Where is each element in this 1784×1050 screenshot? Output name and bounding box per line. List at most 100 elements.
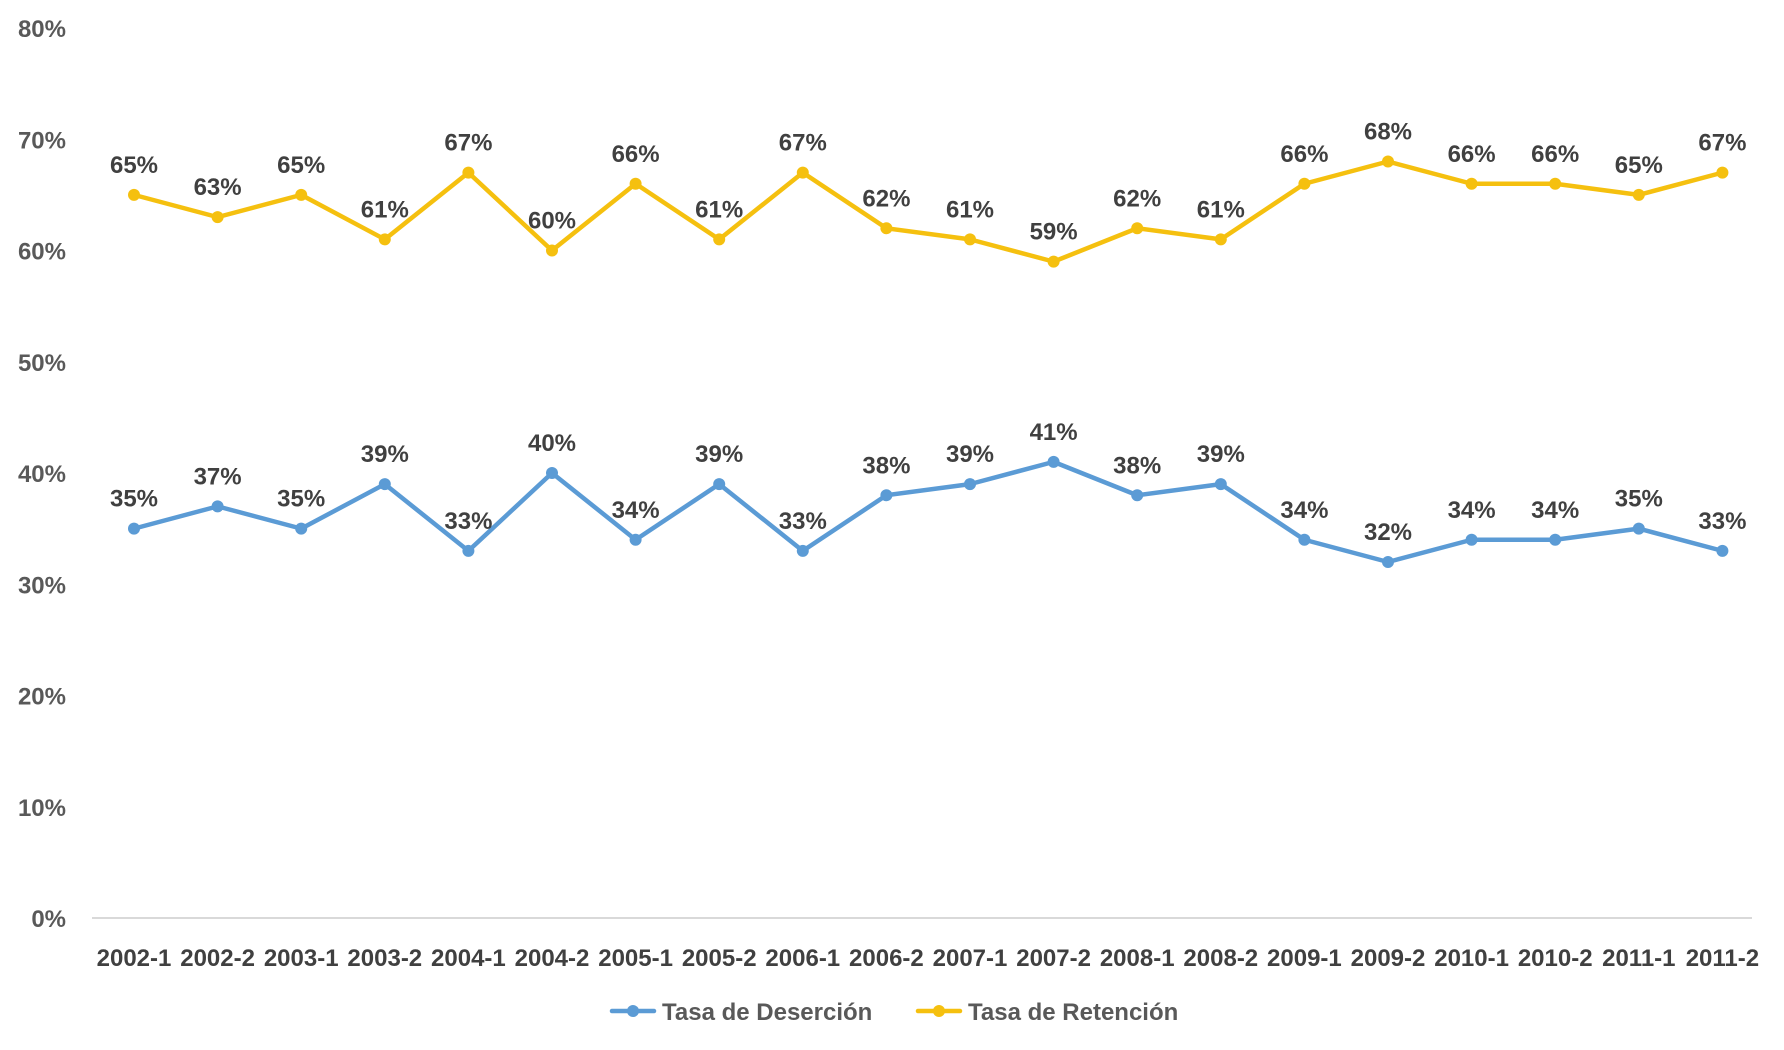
data-label: 66% — [1448, 141, 1496, 168]
data-point — [1214, 478, 1227, 491]
data-label: 38% — [1113, 452, 1161, 479]
data-label: 66% — [1531, 141, 1579, 168]
data-point — [295, 522, 308, 535]
data-label: 65% — [110, 152, 158, 179]
data-point — [1716, 544, 1729, 557]
data-label: 61% — [695, 196, 743, 223]
y-tick-label: 30% — [18, 572, 66, 599]
x-category-label: 2006-2 — [849, 945, 924, 972]
x-axis-categories: 2002-1 2002-2 2003-1 2003-2 2004-1 2004-2 2005… — [97, 945, 1759, 972]
data-point — [1465, 177, 1478, 190]
data-point — [1382, 155, 1394, 168]
y-tick-label: 20% — [18, 684, 66, 711]
x-category-label: 2004-2 — [515, 945, 590, 972]
data-label: 61% — [361, 196, 409, 223]
x-category-label: 2005-1 — [598, 945, 673, 972]
y-tick-label: 10% — [18, 795, 66, 822]
data-point — [378, 478, 391, 491]
data-point — [1549, 177, 1562, 190]
data-point — [964, 233, 976, 246]
data-label: 39% — [946, 441, 994, 468]
series-lines — [128, 155, 1729, 568]
y-axis-ticks: 0% 10% 20% 30% 40% 50% 60% 70% 80% — [18, 16, 66, 933]
x-category-label: 2010-2 — [1518, 945, 1593, 972]
data-point — [713, 478, 726, 491]
data-label: 61% — [946, 196, 994, 223]
data-point — [1298, 177, 1311, 190]
data-label: 33% — [779, 508, 827, 535]
data-label: 34% — [1448, 497, 1496, 524]
data-point — [1632, 188, 1645, 201]
data-point — [295, 188, 308, 201]
x-category-label: 2009-1 — [1267, 945, 1342, 972]
data-label: 67% — [444, 130, 492, 157]
data-label: 33% — [444, 508, 492, 535]
legend-label: Tasa de Retención — [968, 999, 1178, 1026]
x-category-label: 2003-1 — [264, 945, 339, 972]
data-point — [546, 467, 558, 479]
data-point — [1131, 222, 1144, 235]
x-category-label: 2010-1 — [1434, 945, 1509, 972]
data-label: 39% — [695, 441, 743, 468]
data-point — [796, 544, 809, 557]
x-category-label: 2009-2 — [1351, 945, 1426, 972]
data-label: 39% — [1197, 441, 1245, 468]
data-point — [211, 211, 224, 224]
data-point — [462, 544, 475, 557]
x-category-label: 2004-1 — [431, 945, 506, 972]
data-label: 34% — [1531, 497, 1579, 524]
data-label: 59% — [1030, 219, 1078, 246]
legend-swatch-marker — [933, 1005, 945, 1017]
data-label: 62% — [1113, 185, 1161, 212]
x-category-label: 2007-1 — [933, 945, 1008, 972]
data-point — [378, 233, 391, 246]
x-category-label: 2003-2 — [347, 945, 422, 972]
data-point — [1632, 522, 1645, 535]
data-label: 66% — [612, 141, 660, 168]
data-point — [1131, 489, 1144, 502]
y-tick-label: 80% — [18, 16, 66, 43]
x-category-label: 2007-2 — [1016, 945, 1091, 972]
data-label: 35% — [277, 486, 325, 513]
data-point — [546, 244, 558, 257]
data-point — [462, 166, 475, 179]
x-category-label: 2008-2 — [1183, 945, 1258, 972]
data-label: 67% — [779, 130, 827, 157]
data-label: 38% — [862, 452, 910, 479]
legend: Tasa de Deserción Tasa de Retención — [609, 999, 1178, 1026]
x-category-label: 2005-2 — [682, 945, 757, 972]
x-category-label: 2011-2 — [1686, 945, 1759, 972]
data-point — [1047, 455, 1060, 468]
data-label: 35% — [1615, 486, 1663, 513]
data-label: 65% — [277, 152, 325, 179]
data-point — [1716, 166, 1729, 179]
legend-label: Tasa de Deserción — [662, 999, 872, 1026]
data-label: 32% — [1364, 519, 1412, 546]
data-label: 68% — [1364, 119, 1412, 146]
x-category-label: 2002-2 — [180, 945, 255, 972]
y-tick-label: 60% — [18, 239, 66, 266]
x-category-label: 2008-1 — [1100, 945, 1175, 972]
data-point — [796, 166, 809, 179]
y-tick-label: 0% — [31, 906, 66, 933]
legend-swatch-marker — [627, 1005, 639, 1017]
data-label: 67% — [1698, 130, 1746, 157]
data-point — [128, 522, 140, 535]
data-label: 40% — [528, 430, 576, 457]
data-label: 39% — [361, 441, 409, 468]
data-point — [880, 222, 893, 235]
data-point — [1214, 233, 1227, 246]
data-label: 66% — [1280, 141, 1328, 168]
data-label: 33% — [1698, 508, 1746, 535]
data-label: 62% — [862, 185, 910, 212]
data-label: 34% — [1280, 497, 1328, 524]
data-point — [629, 533, 642, 546]
data-point — [1298, 533, 1311, 546]
data-point — [211, 500, 224, 513]
y-tick-label: 70% — [18, 127, 66, 154]
y-tick-label: 50% — [18, 350, 66, 377]
data-label: 41% — [1030, 419, 1078, 446]
series-line — [131, 159, 1725, 264]
